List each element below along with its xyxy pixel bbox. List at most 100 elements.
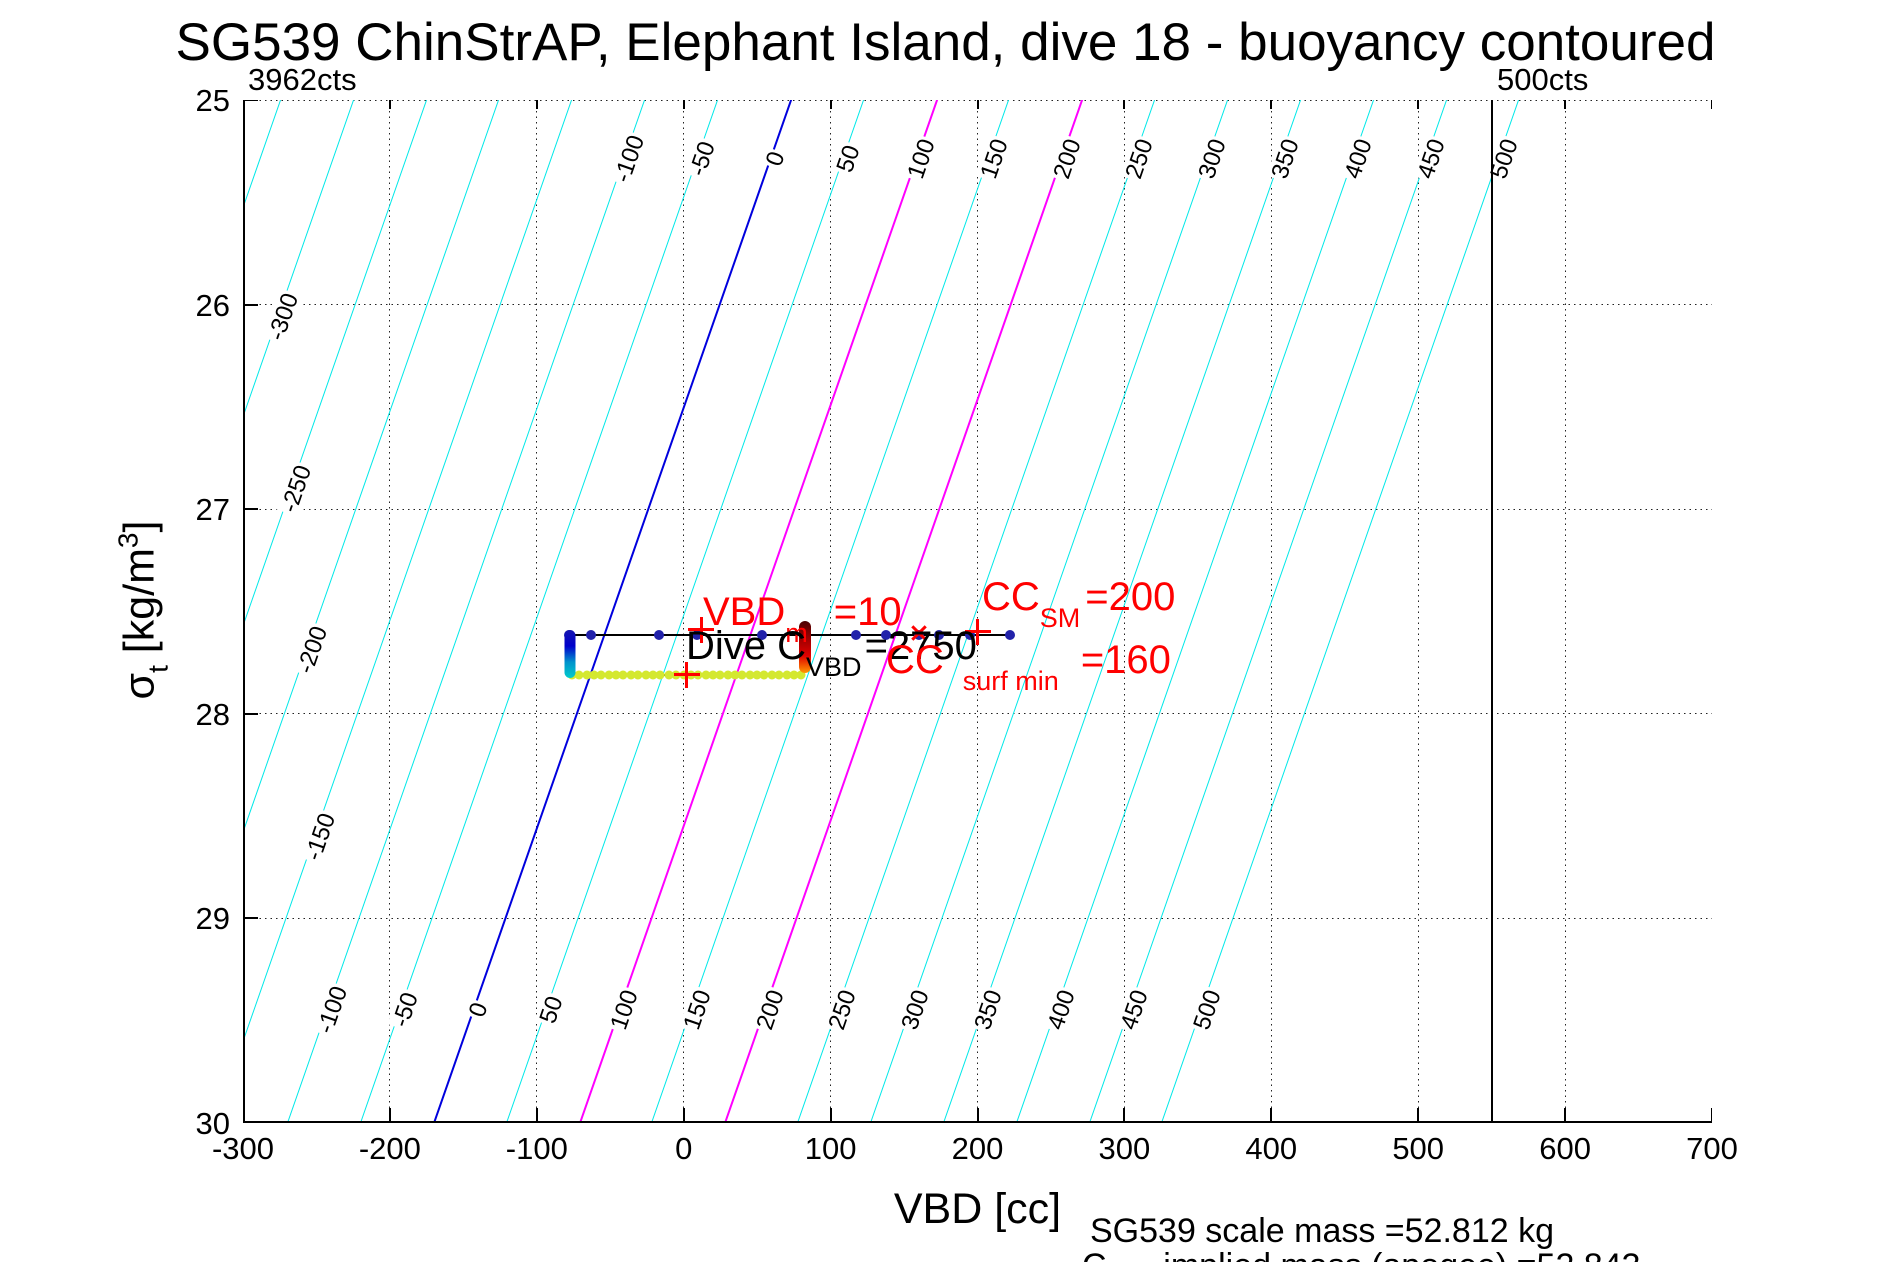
x-tick-mark-top: [388, 100, 391, 109]
annotation-dive-control-vbd: Dive CVBD=2750: [686, 624, 977, 682]
dive-track-point: [653, 630, 664, 641]
x-grid-line: [1123, 100, 1125, 1123]
contour-label-top: -100: [609, 130, 652, 189]
vbd-counts-right-label: 500cts: [1497, 62, 1589, 97]
contour-label-top: 400: [1339, 134, 1379, 185]
contour-label-top: -50: [684, 136, 722, 182]
x-tick-mark-top: [243, 100, 244, 109]
x-grid-line: [1564, 100, 1566, 1123]
surface-track-point: [715, 670, 725, 680]
y-grid-line: [243, 508, 1712, 510]
dive-track-line: [569, 634, 1010, 636]
y-tick-mark: [243, 303, 258, 306]
surface-track-point: [745, 670, 755, 680]
contour-label-bottom: 300: [896, 985, 936, 1036]
vbd-counts-left-label: 3962cts: [248, 62, 357, 97]
surface-track-point: [604, 670, 614, 680]
x-tick-mark: [682, 1108, 685, 1123]
y-grid-line: [243, 713, 1712, 715]
surface-track-point: [611, 670, 621, 680]
x-tick-label: 400: [1245, 1131, 1298, 1166]
descent-column: [564, 629, 576, 678]
dive-track-point: [1004, 630, 1015, 641]
surface-track-point: [759, 670, 769, 680]
implied-mass-text: CVBD implied mass (apogee) =52.843: [1082, 1249, 1641, 1262]
y-tick-mark: [243, 917, 258, 920]
x-tick-mark-top: [829, 100, 832, 109]
x-tick-label: 600: [1539, 1131, 1591, 1166]
x-tick-mark: [1711, 1108, 1712, 1123]
surface-track-point: [574, 670, 584, 680]
x-tick-mark-top: [976, 100, 979, 109]
contour-line: [285, 100, 653, 1123]
surface-track-point: [664, 670, 674, 680]
surface-track-point: [648, 670, 658, 680]
surface-track-point: [723, 670, 733, 680]
contour-label-bottom: -100: [312, 981, 355, 1040]
contour-label-left: -300: [262, 288, 305, 346]
scale-mass-text: SG539 scale mass =52.812 kg: [1090, 1212, 1554, 1250]
contour-label-bottom: 100: [605, 985, 645, 1036]
contour-line: [1159, 100, 1527, 1123]
surface-track-point: [782, 670, 792, 680]
x-tick-mark-top: [1123, 100, 1126, 109]
contour-line: [243, 100, 289, 1123]
y-tick-label: 29: [195, 901, 230, 937]
cubed-superscript: 3: [112, 532, 144, 549]
y-tick-label: 30: [195, 1106, 230, 1141]
x-tick-mark: [535, 1108, 538, 1123]
surface-track-point: [730, 670, 740, 680]
dive-track-point: [850, 630, 861, 641]
y-tick-label: 25: [195, 83, 230, 118]
contour-label-bottom: 200: [750, 985, 791, 1036]
x-grid-line: [1711, 100, 1712, 1123]
counts-limit-line: [1490, 100, 1493, 1123]
surface-track-point: [596, 670, 606, 680]
x-tick-label: -100: [505, 1131, 568, 1166]
y-tick-label: 28: [195, 696, 230, 732]
contour-label-bottom: 500: [1187, 985, 1228, 1036]
x-tick-mark-top: [682, 100, 685, 109]
x-tick-label: 700: [1686, 1131, 1738, 1166]
dive-track-point: [934, 630, 945, 641]
contour-label-left: -200: [292, 621, 335, 680]
surface-track-point: [626, 670, 636, 680]
x-tick-label: 0: [675, 1131, 693, 1166]
dive-track-point: [756, 630, 767, 641]
contour-label-bottom: 400: [1042, 985, 1082, 1036]
x-tick-mark-top: [1564, 100, 1567, 109]
y-grid-line: [243, 304, 1712, 306]
surface-track-point: [767, 670, 777, 680]
surface-track-point: [618, 670, 628, 680]
x-tick-mark: [976, 1108, 979, 1123]
annotation-cc-surf-min: CC surf min =160: [886, 638, 1171, 696]
y-tick-label: 27: [195, 492, 230, 528]
x-tick-mark: [1123, 1108, 1126, 1123]
x-axis-label: VBD [cc]: [893, 1185, 1062, 1233]
dive-track-point: [965, 630, 976, 641]
y-tick-label: 26: [195, 287, 230, 323]
y-grid-line: [243, 917, 1712, 919]
x-tick-mark: [1270, 1108, 1273, 1123]
contour-label-top: 100: [902, 134, 942, 185]
x-tick-label: 300: [1098, 1131, 1151, 1166]
contour-label-bottom: 450: [1115, 985, 1155, 1036]
x-tick-mark-top: [1270, 100, 1273, 109]
contour-label-top: 300: [1193, 134, 1233, 185]
plus-marker: [688, 616, 715, 643]
y-tick-mark: [243, 508, 258, 511]
y-tick-mark: [243, 1122, 258, 1123]
dive-track-point: [586, 630, 597, 641]
x-grid-line: [536, 100, 538, 1123]
x-tick-mark: [243, 1108, 244, 1123]
x-grid-line: [389, 100, 391, 1123]
surface-track-point: [589, 670, 599, 680]
chart-title: SG539 ChinStrAP, Elephant Island, dive 1…: [175, 13, 1716, 72]
x-tick-mark: [388, 1108, 391, 1123]
sigma-symbol: σ: [115, 672, 164, 700]
x-tick-label: 200: [951, 1131, 1004, 1166]
contour-label-top: 200: [1047, 134, 1088, 185]
y-tick-mark: [243, 100, 258, 101]
surface-track-point: [789, 670, 799, 680]
